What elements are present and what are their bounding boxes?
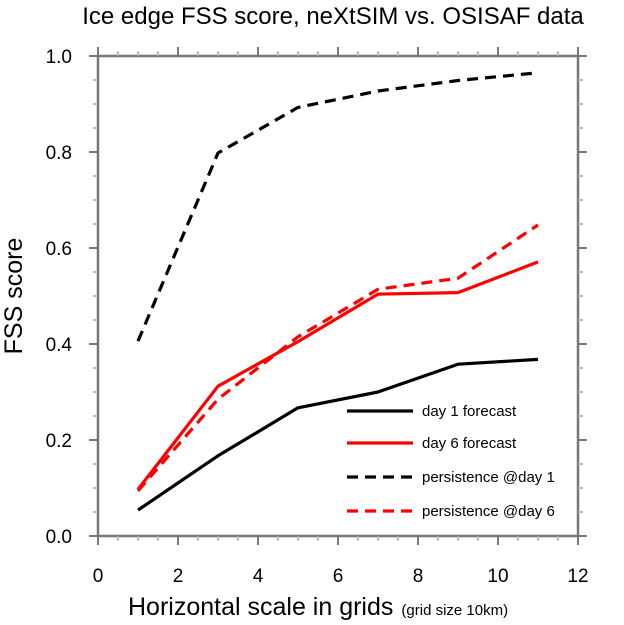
y-tick-label: 0.2: [46, 431, 72, 452]
x-tick-label: 6: [333, 566, 344, 587]
x-tick-label: 0: [93, 566, 104, 587]
x-tick-label: 10: [487, 566, 508, 587]
x-tick-label: 12: [567, 566, 588, 587]
plot-frame: [96, 54, 580, 538]
series-line-day-1-forecast: [137, 357, 539, 512]
y-axis-label: FSS score: [0, 238, 28, 355]
y-tick-label: 0.6: [46, 239, 72, 260]
legend-label: day 6 forecast: [422, 435, 517, 452]
x-tick-label: 2: [173, 566, 184, 587]
x-tick-label: 8: [413, 566, 424, 587]
y-tick-label: 0.0: [46, 527, 72, 548]
legend-label: day 1 forecast: [422, 403, 517, 420]
chart-title: Ice edge FSS score, neXtSIM vs. OSISAF d…: [82, 3, 584, 30]
series-line-persistence-day-1: [136, 71, 539, 342]
y-tick-label: 0.8: [46, 143, 72, 164]
series-line-day-6-forecast: [136, 260, 539, 491]
legend: day 1 forecast day 6 forecast persistence …: [347, 403, 555, 520]
y-tick-label: 1.0: [46, 47, 72, 68]
x-axis-label-main: Horizontal scale in grids: [128, 593, 393, 621]
axes: 0 2 4 6 8 10 12 0.0 0.2 0.4 0.6 0.8 1.0: [46, 47, 589, 587]
legend-label: persistence @day 1: [422, 469, 555, 486]
y-tick-label: 0.4: [46, 335, 73, 356]
series-layer: [136, 71, 539, 512]
x-axis-label-suffix: (grid size 10km): [401, 602, 508, 619]
x-tick-label: 4: [253, 566, 264, 587]
legend-label: persistence @day 6: [422, 503, 555, 520]
x-axis-label: Horizontal scale in grids (grid size 10km…: [128, 593, 508, 621]
